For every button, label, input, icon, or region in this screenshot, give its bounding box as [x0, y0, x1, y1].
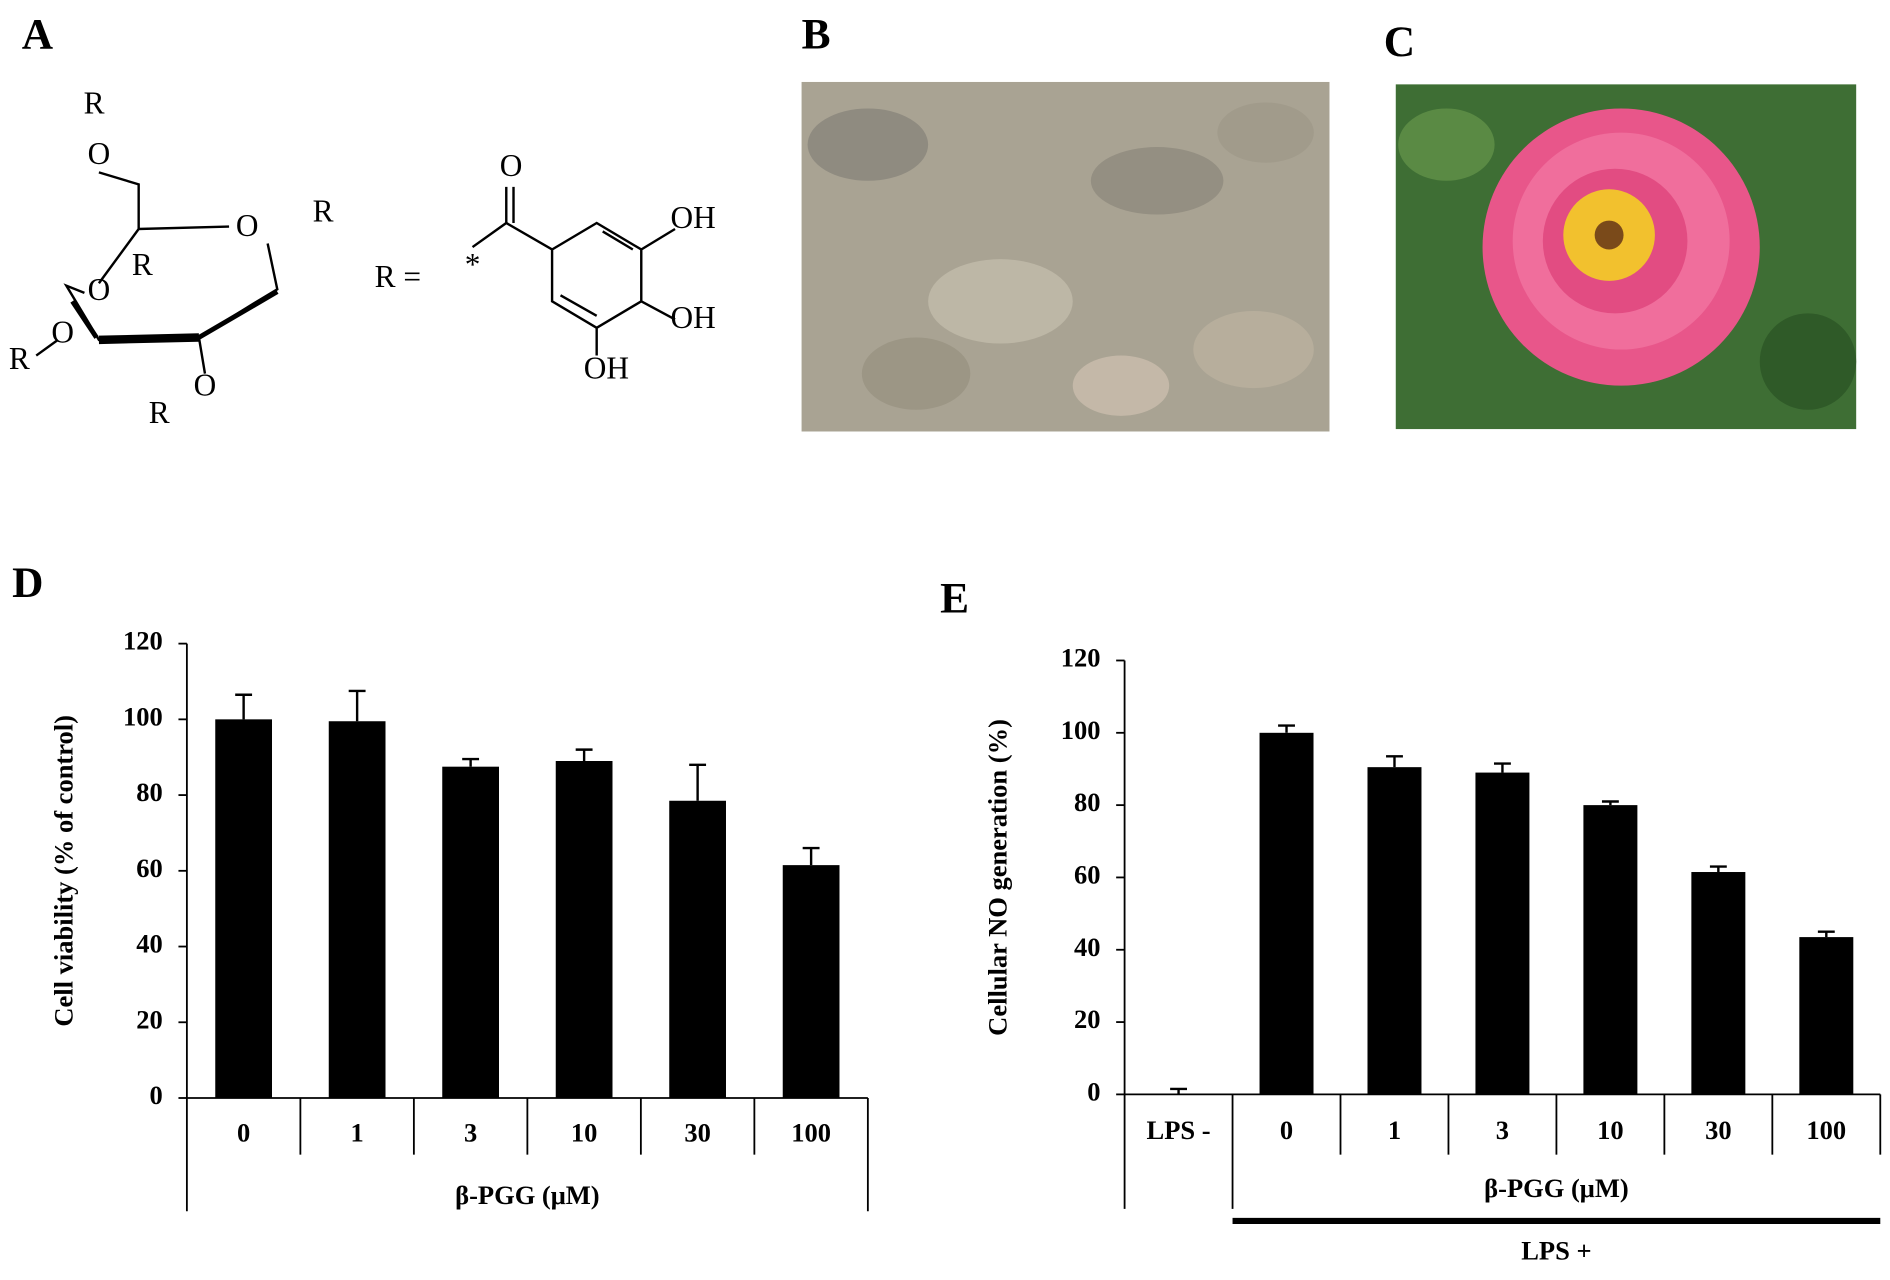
structure-label: OH: [670, 300, 715, 335]
error-bar: [1386, 755, 1403, 768]
structure-bonds: [35, 171, 676, 374]
x-tick-label: 3: [1496, 1115, 1509, 1145]
x-tick-label: 0: [1280, 1115, 1293, 1145]
x-tick-label: 30: [1705, 1115, 1732, 1145]
bar: [1583, 805, 1638, 1095]
error-bar: [1278, 724, 1295, 733]
x-tick-label: 30: [684, 1117, 710, 1147]
structure-label: OH: [584, 350, 629, 385]
error-bar: [348, 689, 366, 722]
error-bar: [1494, 762, 1511, 773]
bar: [782, 865, 840, 1099]
panel-label: E: [940, 575, 969, 623]
bar: [1259, 732, 1314, 1095]
bar: [1475, 772, 1530, 1095]
y-tick-label: 120: [1061, 643, 1101, 673]
photo-flower: [1395, 84, 1857, 430]
panel-label: D: [12, 559, 43, 607]
structure-label: O: [236, 208, 259, 243]
y-tick-label: 0: [1087, 1076, 1100, 1106]
x-tick-label: 3: [464, 1117, 477, 1147]
x-tick-label: 10: [571, 1117, 598, 1147]
y-tick-label: 80: [1074, 787, 1101, 817]
y-tick-label: 0: [150, 1080, 163, 1110]
group-label: LPS +: [1521, 1236, 1591, 1266]
y-tick-label: 120: [123, 626, 163, 656]
error-bar: [689, 763, 707, 801]
y-axis-label: Cell viability (% of control): [48, 715, 78, 1027]
bar: [555, 760, 613, 1099]
panel-label: A: [22, 11, 53, 59]
error-bar: [1601, 800, 1619, 806]
x-axis-label: β-PGG (μM): [1484, 1173, 1629, 1203]
bar: [1799, 937, 1854, 1095]
structure-label: *: [465, 247, 481, 282]
y-tick-label: 100: [1061, 715, 1101, 745]
x-tick-label: 0: [237, 1117, 250, 1147]
structure-label: R: [132, 247, 153, 282]
error-bar: [462, 757, 480, 767]
x-tick-label: 100: [1806, 1115, 1846, 1145]
x-tick-label: 100: [791, 1117, 831, 1147]
structure-label: O: [194, 367, 217, 402]
x-tick-label: 1: [1388, 1115, 1401, 1145]
bar: [669, 800, 726, 1099]
error-bar: [1817, 930, 1835, 938]
bar: [215, 719, 273, 1099]
y-tick-label: 40: [136, 929, 163, 959]
y-tick-label: 20: [1074, 1004, 1101, 1034]
y-tick-label: 100: [123, 701, 163, 731]
y-tick-label: 20: [136, 1004, 163, 1034]
structure-label: R: [313, 194, 334, 229]
y-axis-label: Cellular NO generation (%): [983, 719, 1013, 1036]
structure-label: O: [88, 136, 111, 171]
bar: [442, 766, 499, 1099]
structure-label: R: [149, 395, 170, 430]
structure-label: OH: [670, 200, 715, 235]
x-axis-label: β-PGG (μM): [455, 1180, 600, 1210]
error-bar: [235, 693, 253, 720]
y-tick-label: 40: [1074, 932, 1101, 962]
structure-label: O: [88, 272, 111, 307]
bar: [328, 721, 386, 1099]
y-tick-label: 60: [136, 853, 163, 883]
structure-label: O: [500, 148, 523, 183]
structure-label: R =: [375, 259, 421, 294]
bar: [1691, 872, 1746, 1095]
x-tick-label: 1: [351, 1117, 364, 1147]
error-bar: [575, 748, 593, 761]
error-bar: [1709, 865, 1727, 873]
y-tick-label: 60: [1074, 860, 1101, 890]
structure-label: R: [9, 341, 30, 376]
error-bar: [1170, 1087, 1188, 1095]
y-tick-label: 80: [136, 777, 163, 807]
structure-label: O: [51, 314, 74, 349]
bar: [1367, 767, 1422, 1095]
photo-roots: [801, 81, 1330, 432]
panel-label: C: [1384, 18, 1415, 66]
x-tick-label: 10: [1597, 1115, 1624, 1145]
x-tick-label: LPS -: [1147, 1115, 1211, 1145]
panel-label: B: [802, 11, 831, 59]
structure-label: R: [84, 85, 105, 120]
error-bar: [802, 846, 820, 866]
